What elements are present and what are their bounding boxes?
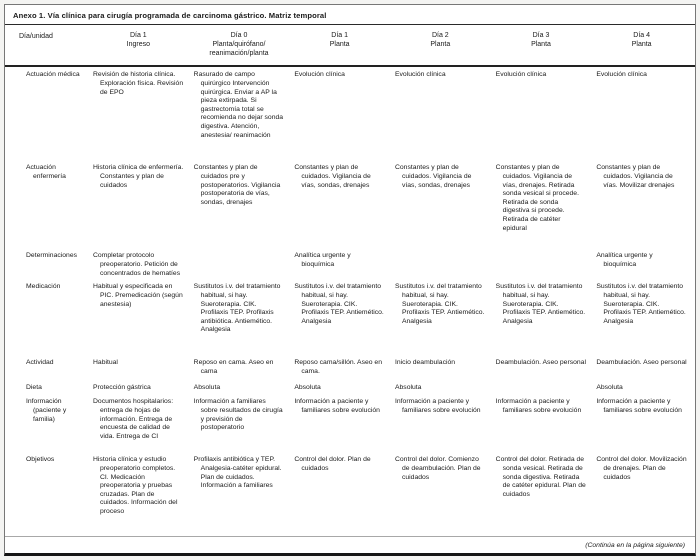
table-cell: Información a paciente y familiares sobr… <box>596 398 682 414</box>
clinical-pathway-table-sheet: Anexo 1. Vía clínica para cirugía progra… <box>4 4 696 556</box>
table-cell: Absoluta <box>294 384 321 392</box>
column-header: Día 4 Planta <box>631 32 652 49</box>
table-cell: Sustitutos i.v. del tratamiento habitual… <box>294 283 384 325</box>
table-cell: Inicio deambulación <box>394 359 456 367</box>
table-row: Medicación Habitual y especificada en PIC… <box>5 283 695 359</box>
table-cell: Completar protocolo preoperatorio. Petic… <box>93 252 181 277</box>
table-cell <box>194 252 285 283</box>
column-header: Día 3 Planta <box>531 32 551 49</box>
row-label: Medicación <box>26 283 61 291</box>
table-body: Actuación médica Revisión de historia clí… <box>5 67 695 534</box>
row-label: Actuación enfermería <box>26 164 66 180</box>
table-cell: Información a paciente y familiares sobr… <box>394 398 481 414</box>
table-title: Anexo 1. Vía clínica para cirugía progra… <box>5 5 695 25</box>
table-row: Objetivos Historia clínica y estudio preo… <box>5 456 695 534</box>
table-cell: Historia clínica y estudio preoperatorio… <box>93 456 178 516</box>
column-header: Día 1 Ingreso <box>126 32 150 49</box>
table-cell <box>395 252 486 283</box>
table-row: Actividad Habitual Reposo en cama. Aseo en… <box>5 359 695 384</box>
table-cell: Constantes y plan de cuidados. Vigilanci… <box>294 164 371 189</box>
table-cell: Historia clínica de enfermería. Constant… <box>93 164 184 189</box>
table-cell: Documentos hospitalarios: entrega de hoj… <box>93 398 174 440</box>
table-cell: Habitual y especificada en PIC. Premedic… <box>93 283 183 308</box>
row-label: Actuación médica <box>26 71 80 79</box>
table-cell: Evolución clínica <box>596 71 647 79</box>
table-cell: Sustitutos i.v. del tratamiento habitual… <box>596 283 686 325</box>
footer-divider <box>5 536 695 537</box>
row-label: Determinaciones <box>26 252 77 260</box>
table-cell: Absoluta <box>193 384 221 392</box>
table-cell <box>496 252 587 283</box>
continuation-note: (Continúa en la página siguiente) <box>585 542 685 549</box>
table-row: Actuación enfermería Historia clínica de … <box>5 164 695 252</box>
table-cell: Constantes y plan de cuidados pre y post… <box>193 164 281 206</box>
table-row: Actuación médica Revisión de historia clí… <box>5 71 695 164</box>
table-cell: Constantes y plan de cuidados. Vigilanci… <box>596 164 675 189</box>
table-cell: Información a paciente y familiares sobr… <box>495 398 582 414</box>
table-cell: Sustitutos i.v. del tratamiento habitual… <box>394 283 485 325</box>
row-label: Información (paciente y familia) <box>26 398 67 423</box>
column-header: Día 2 Planta <box>430 32 451 49</box>
table-cell <box>496 384 587 398</box>
column-header: Día 1 Planta <box>329 32 350 49</box>
table-cell: Sustitutos i.v. del tratamiento habitual… <box>495 283 586 325</box>
table-cell: Analítica urgente y bioquímica <box>294 252 351 268</box>
table-cell: Evolución clínica <box>495 71 547 79</box>
table-cell: Deambulación. Aseo personal <box>495 359 586 367</box>
table-row: Información (paciente y familia) Document… <box>5 398 695 456</box>
table-row: Determinaciones Completar protocolo preop… <box>5 252 695 283</box>
table-row: Dieta Protección gástrica Absoluta Absoluta… <box>5 384 695 398</box>
column-header: Día 0 Planta/quirófano/ reanimación/plant… <box>209 32 269 58</box>
table-cell: Protección gástrica <box>93 384 151 392</box>
table-cell: Reposo cama/sillón. Aseo en cama. <box>294 359 382 375</box>
table-cell: Control del dolor. Plan de cuidados <box>294 456 371 472</box>
table-cell: Habitual <box>93 359 118 367</box>
table-cell: Absoluta <box>394 384 422 392</box>
table-cell: Rasurado de campo quirúrgico Intervenció… <box>193 71 284 139</box>
column-header-dia-unidad: Día/unidad <box>19 33 53 40</box>
table-cell: Control del dolor. Comienzo de deambulac… <box>394 456 481 481</box>
table-cell: Control del dolor. Movilización de drena… <box>596 456 687 481</box>
table-cell: Absoluta <box>596 384 623 392</box>
table-cell: Deambulación. Aseo personal <box>596 359 687 367</box>
row-label: Dieta <box>26 384 42 392</box>
table-cell: Información a paciente y familiares sobr… <box>294 398 380 414</box>
table-cell: Analítica urgente y bioquímica <box>596 252 653 268</box>
table-cell: Control del dolor. Retirada de sonda ves… <box>495 456 586 498</box>
table-cell: Constantes y plan de cuidados. Vigilanci… <box>394 164 472 189</box>
table-cell: Profilaxis antibiótica y TEP. Analgesia-… <box>193 456 282 490</box>
table-header: Día/unidad Día 1 Ingreso Día 0 Planta/quiró… <box>5 25 695 68</box>
table-cell: Información a familiares sobre resultado… <box>193 398 283 432</box>
table-cell: Revisión de historia clínica. Exploració… <box>93 71 184 96</box>
table-cell: Constantes y plan de cuidados. Vigilanci… <box>495 164 579 232</box>
row-label: Objetivos <box>26 456 55 464</box>
table-cell: Reposo en cama. Aseo en cama <box>193 359 274 375</box>
table-cell: Sustitutos i.v. del tratamiento habitual… <box>193 283 281 334</box>
table-cell: Evolución clínica <box>394 71 446 79</box>
row-label: Actividad <box>26 359 54 367</box>
table-cell: Evolución clínica <box>294 71 345 79</box>
